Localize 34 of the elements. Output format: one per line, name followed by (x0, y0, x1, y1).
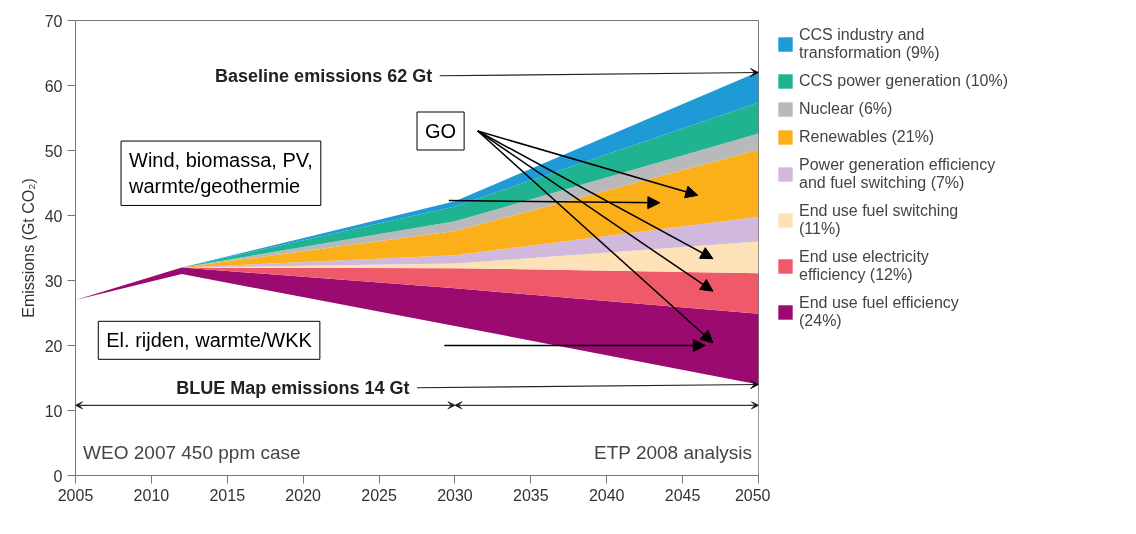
x-tick-label: 2030 (437, 486, 473, 504)
y-tick-label: 40 (44, 207, 63, 225)
x-tick-label: 2045 (664, 486, 701, 504)
x-tick-label: 2010 (133, 486, 170, 504)
legend-label: Nuclear (6%) (799, 100, 893, 118)
annotation: Wind, biomassa, PV, warmte/geothermie (128, 149, 313, 198)
x-tick-label: 2015 (209, 486, 246, 504)
legend-label: End use electricity efficiency (12%) (799, 248, 929, 284)
legend-label: Power generation efficiency and fuel switching (7%) (799, 156, 996, 192)
y-tick-label: 60 (44, 77, 63, 95)
annotation: Baseline emissions 62 Gt (215, 65, 433, 86)
annotation: WEO 2007 450 ppm case (83, 442, 301, 464)
x-tick-label: 2040 (588, 486, 625, 504)
legend-label: End use fuel efficiency (24%) (799, 294, 959, 330)
y-tick-label: 0 (53, 467, 63, 485)
y-tick-label: 20 (44, 337, 63, 355)
y-tick-label: 30 (44, 272, 63, 290)
x-tick-label: 2035 (513, 486, 549, 504)
y-axis-title: Emissions (Gt CO₂) (19, 178, 37, 318)
annotation: BLUE Map emissions 14 Gt (176, 377, 410, 398)
y-tick-label: 10 (44, 402, 63, 420)
legend-label: End use fuel switching (11%) (799, 202, 959, 238)
x-tick-label: 2025 (361, 486, 397, 504)
legend-label: CCS industry and transformation (9%) (799, 26, 940, 62)
annotation: El. rijden, warmte/WKK (106, 329, 313, 352)
x-tick-label: 2050 (734, 486, 771, 504)
y-tick-label: 50 (44, 142, 63, 160)
legend-label: Renewables (21%) (799, 128, 935, 146)
legend-label: CCS power generation (10%) (799, 72, 1008, 90)
annotation: GO (425, 120, 457, 142)
y-tick-label: 70 (44, 12, 63, 30)
x-tick-label: 2020 (285, 486, 322, 504)
annotation: ETP 2008 analysis (594, 442, 753, 464)
x-tick-label: 2005 (57, 486, 94, 504)
